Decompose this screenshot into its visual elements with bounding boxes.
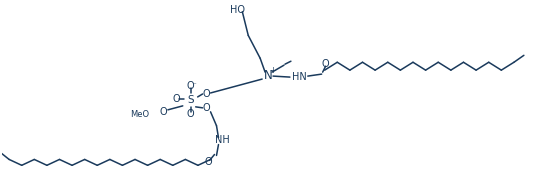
Text: O: O (187, 109, 195, 119)
Text: ⁻: ⁻ (193, 82, 197, 88)
Text: O: O (159, 107, 167, 117)
Text: O: O (205, 157, 212, 167)
Text: +: + (269, 66, 277, 75)
Text: HN: HN (292, 72, 307, 82)
Text: O: O (322, 59, 329, 69)
Text: O: O (203, 103, 210, 113)
Text: HO: HO (230, 5, 245, 15)
Text: NH: NH (215, 135, 230, 145)
Text: N: N (264, 69, 272, 82)
Text: O: O (203, 89, 210, 99)
Text: S: S (187, 95, 194, 105)
Text: MeO: MeO (130, 110, 149, 119)
Text: O: O (173, 94, 181, 104)
Text: O: O (187, 81, 195, 91)
